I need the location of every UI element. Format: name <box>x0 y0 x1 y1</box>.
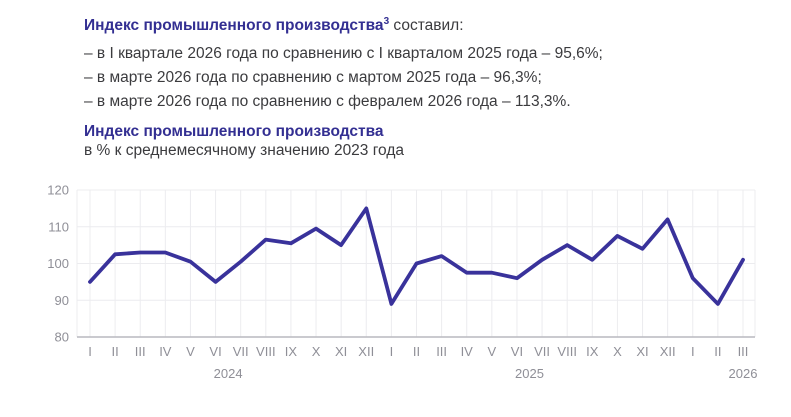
x-tick-label: IV <box>461 344 474 359</box>
y-tick-label: 100 <box>47 256 69 271</box>
x-tick-label: V <box>186 344 195 359</box>
x-tick-label: VIII <box>256 344 276 359</box>
series-line <box>88 206 745 306</box>
x-tick-label: VIII <box>557 344 577 359</box>
x-tick-label: II <box>714 344 721 359</box>
y-tick-label: 110 <box>48 219 69 234</box>
x-tick-label: III <box>135 344 146 359</box>
x-tick-label: VI <box>511 344 523 359</box>
intro-title-emphasis: Индекс промышленного производства3 <box>84 15 390 34</box>
x-tick-label: V <box>488 344 497 359</box>
year-label: 2024 <box>214 366 243 381</box>
x-tick-label: IV <box>159 344 172 359</box>
x-tick-label: II <box>111 344 118 359</box>
x-tick-label: XI <box>335 344 347 359</box>
year-label: 2026 <box>729 366 758 381</box>
y-tick-label: 80 <box>55 330 69 345</box>
x-tick-label: IX <box>285 344 298 359</box>
intro-line-yoy: – в марте 2026 года по сравнению с марто… <box>84 69 542 86</box>
x-tick-label: VII <box>534 344 550 359</box>
y-tick-label: 120 <box>47 183 69 198</box>
x-tick-label: XII <box>660 344 676 359</box>
line-chart: 80 90 100 110 120 I II III IV V VI VII VIII IX X XI XII I… <box>40 182 791 412</box>
x-tick-label: I <box>88 344 92 359</box>
intro-line-quarter: – в I квартале 2026 года по сравнению с … <box>84 45 603 62</box>
chart-subtitle: в % к среднемесячному значению 2023 года <box>84 142 404 159</box>
x-tick-label: I <box>390 344 394 359</box>
x-tick-label: X <box>613 344 622 359</box>
x-tick-label: X <box>312 344 321 359</box>
x-tick-label: II <box>413 344 420 359</box>
intro-title: Индекс промышленного производства3 соста… <box>84 14 603 38</box>
chart-header: Индекс промышленного производства в % к … <box>84 122 404 160</box>
intro-block: Индекс промышленного производства3 соста… <box>84 14 603 114</box>
footnote-marker: 3 <box>383 15 390 27</box>
year-label: 2025 <box>515 366 544 381</box>
intro-line-mom: – в марте 2026 года по сравнению с февра… <box>84 93 571 110</box>
x-tick-label: XII <box>358 344 374 359</box>
x-tick-label: I <box>691 344 695 359</box>
x-tick-label: III <box>436 344 447 359</box>
x-tick-label: XI <box>636 344 648 359</box>
x-tick-label: IX <box>586 344 599 359</box>
x-tick-label: VI <box>209 344 221 359</box>
y-tick-label: 90 <box>55 293 69 308</box>
x-tick-label: III <box>738 344 749 359</box>
intro-title-rest: составил: <box>389 17 464 34</box>
chart-title: Индекс промышленного производства <box>84 123 384 140</box>
x-tick-label: VII <box>233 344 249 359</box>
